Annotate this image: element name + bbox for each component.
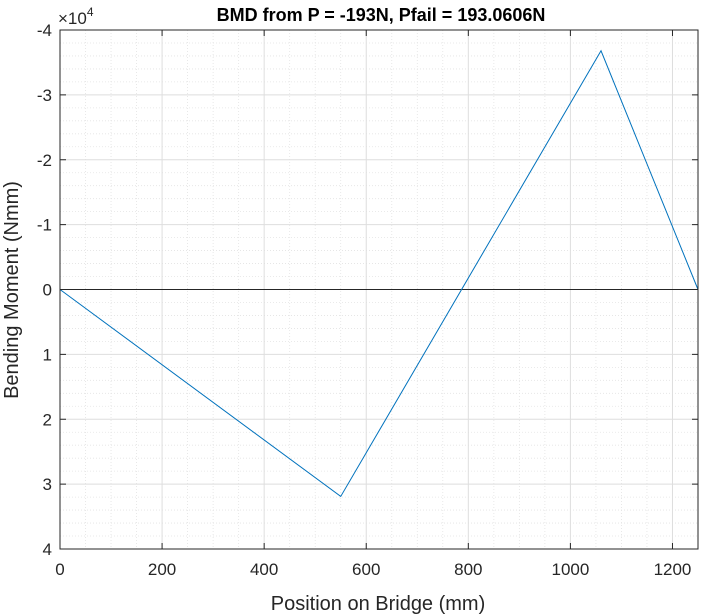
y-tick-label: -4 (37, 21, 52, 40)
series-line-bmd (59, 49, 699, 498)
y-tick-label: 0 (43, 281, 52, 300)
x-tick-label: 0 (55, 560, 64, 579)
x-axis-label: Position on Bridge (mm) (271, 593, 486, 615)
minor-grid (60, 30, 699, 549)
chart-title: BMD from P = -193N, Pfail = 193.0606N (217, 5, 546, 25)
x-ticks: 0 200 400 600 800 1000 1200 (55, 30, 691, 579)
y-tick-label: 3 (43, 475, 52, 494)
x-tick-label: 600 (352, 560, 380, 579)
y-ticks: -4 -3 -2 -1 0 1 2 3 4 (37, 21, 698, 559)
y-tick-label: 1 (43, 345, 52, 364)
y-tick-label: 4 (43, 540, 52, 559)
x-tick-label: 1200 (654, 560, 692, 579)
x-tick-label: 1000 (551, 560, 589, 579)
y-tick-label: -1 (37, 216, 52, 235)
y-tick-label: 2 (43, 410, 52, 429)
y-exponent-base: ×10 (58, 9, 87, 28)
y-axis-label: Bending Moment (Nmm) (1, 181, 23, 399)
x-tick-label: 200 (148, 560, 176, 579)
y-exponent-label: ×104 (58, 5, 94, 28)
y-tick-label: -3 (37, 86, 52, 105)
x-tick-label: 800 (454, 560, 482, 579)
series-group (59, 49, 699, 498)
y-exponent-power: 4 (87, 5, 94, 19)
y-tick-label: -2 (37, 151, 52, 170)
x-tick-label: 400 (250, 560, 278, 579)
